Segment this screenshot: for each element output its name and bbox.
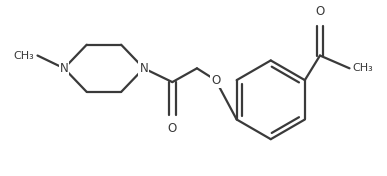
Text: CH₃: CH₃ <box>353 63 373 73</box>
Text: O: O <box>315 5 325 18</box>
Text: N: N <box>139 62 148 75</box>
Text: CH₃: CH₃ <box>14 51 34 61</box>
Text: O: O <box>211 74 220 87</box>
Text: N: N <box>60 62 68 75</box>
Text: O: O <box>168 122 177 136</box>
